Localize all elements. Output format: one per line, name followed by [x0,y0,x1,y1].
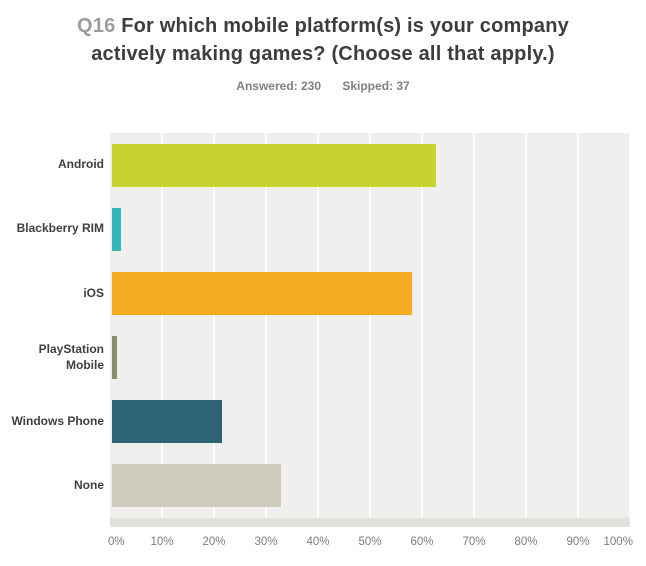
bar-ios [112,271,412,315]
x-tick-label: 40% [306,536,330,548]
gridline [161,133,163,527]
x-tick-label: 100% [603,536,633,548]
gridline [577,133,579,527]
chart-row: Android [0,133,630,197]
question-text: For which mobile platform(s) is your com… [91,15,569,65]
bar-track [112,464,630,508]
gridline [265,133,267,527]
gridline [369,133,371,527]
x-tick-label: 10% [150,536,174,548]
axis-baseline-strip [110,518,630,527]
chart-rows: Android Blackberry RIM iOS PlayStation Mobi… [0,133,630,518]
response-summary: Answered: 230 Skipped: 37 [0,79,646,93]
gridline [473,133,475,527]
gridline [317,133,319,527]
gridline [421,133,423,527]
question-title: Q16 For which mobile platform(s) is your… [63,0,583,68]
plot-region: Android Blackberry RIM iOS PlayStation Mobi… [0,133,631,527]
x-tick-label: 90% [566,536,590,548]
chart-row: None [0,454,630,518]
x-tick-label: 80% [514,536,538,548]
chart-row: Blackberry RIM [0,197,630,261]
category-label: PlayStation Mobile [38,342,104,372]
bar-track [112,143,630,187]
question-number: Q16 [77,15,116,37]
x-tick-label: 20% [202,536,226,548]
category-label: iOS [83,285,104,300]
x-tick-label: 30% [254,536,278,548]
gridline [629,133,631,527]
category-label: None [74,478,104,493]
bar-none [112,464,281,508]
bar-windows-phone [112,400,223,444]
x-tick-label: 60% [410,536,434,548]
bar-track [112,400,630,444]
gridline [213,133,215,527]
chart-row: PlayStation Mobile [0,326,630,390]
category-label: Windows Phone [11,413,104,428]
bar-track [112,271,630,315]
bar-playstation-mobile [112,336,117,380]
x-tick-label: 50% [358,536,382,548]
bar-track [112,207,630,251]
bar-blackberry-rim [112,207,121,251]
skipped-count: Skipped: 37 [342,79,410,93]
horizontal-bar-chart: Android Blackberry RIM iOS PlayStation Mobi… [0,133,633,553]
answered-count: Answered: 230 [236,79,321,93]
category-label: Blackberry RIM [16,221,104,236]
category-label: Android [58,157,104,172]
x-tick-label: 0% [108,536,125,548]
x-tick-label: 70% [462,536,486,548]
bar-android [112,143,437,187]
gridline [525,133,527,527]
chart-row: iOS [0,261,630,325]
plot-background [110,133,631,527]
bar-track [112,336,630,380]
chart-row: Windows Phone [0,390,630,454]
x-axis: 0% 10% 20% 30% 40% 50% 60% 70% 80% 90% 100% [108,527,633,553]
